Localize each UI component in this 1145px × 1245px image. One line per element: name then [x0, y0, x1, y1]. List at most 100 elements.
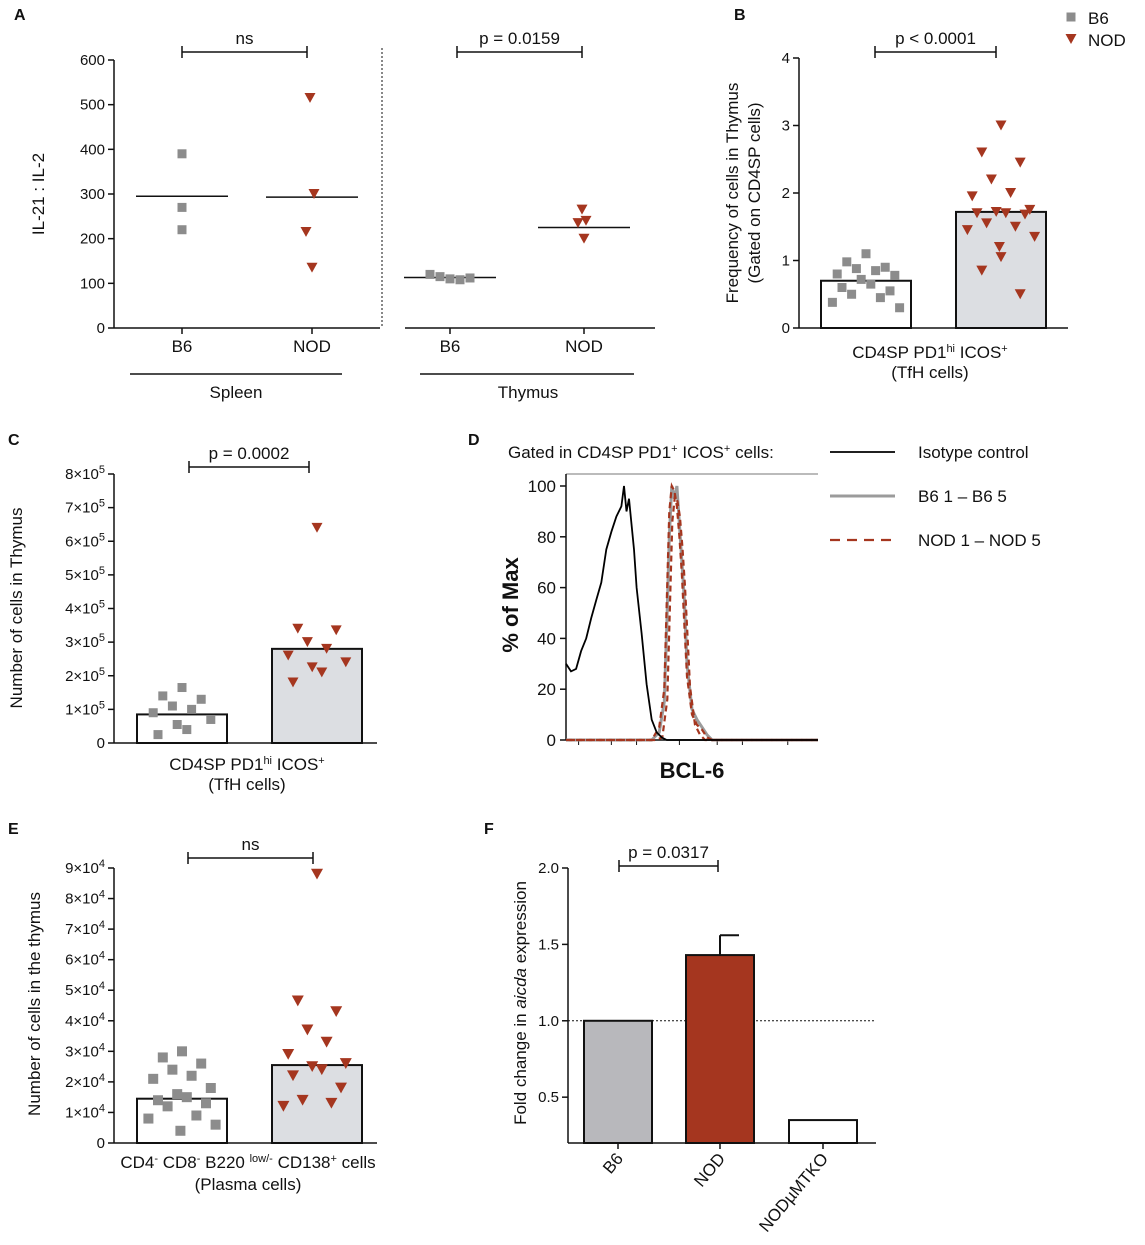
x-axis-label: (TfH cells) — [891, 363, 968, 382]
y-tick-label: 1.0 — [538, 1013, 559, 1030]
y-tick-label: 20 — [537, 680, 556, 699]
data-point — [177, 149, 187, 159]
label-part: CD138 — [278, 1153, 331, 1172]
tissue-label: Thymus — [498, 383, 558, 402]
y-axis-label: Number of cells in the thymus — [25, 892, 44, 1116]
y-tick-label: 2×105 — [65, 666, 105, 685]
data-point — [895, 303, 905, 313]
data-point — [148, 708, 158, 718]
y-tick-label: 60 — [537, 579, 556, 598]
legend-b6-marker — [1066, 12, 1076, 22]
data-point — [300, 227, 312, 237]
label-part: B220 — [205, 1153, 245, 1172]
data-point — [842, 257, 852, 267]
y-tick-label: 300 — [80, 186, 105, 203]
significance-label: p = 0.0159 — [479, 29, 560, 48]
data-point — [177, 225, 187, 235]
data-point — [292, 623, 304, 634]
data-point — [861, 249, 871, 259]
y-tick-label: 4×105 — [65, 599, 105, 618]
y-tick-label: 0 — [97, 320, 105, 337]
y-tick-label: 100 — [80, 275, 105, 292]
data-point — [308, 189, 320, 199]
data-point — [890, 270, 900, 280]
data-point — [148, 1073, 159, 1084]
data-point — [435, 272, 445, 282]
data-point — [157, 1052, 168, 1063]
data-point — [153, 730, 163, 740]
panel-a-chart: A 0 100 200 300 400 500 600 IL-21 : IL-2 B6 NOD B6 N… — [14, 7, 655, 402]
y-tick-label: 1×105 — [65, 699, 105, 718]
data-point — [993, 242, 1005, 252]
superscript: 4 — [99, 1011, 105, 1023]
y-tick-label: 6×105 — [65, 531, 105, 550]
superscript: - — [197, 1153, 201, 1165]
data-point — [201, 1098, 211, 1109]
superscript: 5 — [99, 666, 105, 678]
tissue-label: Spleen — [210, 383, 263, 402]
data-point — [827, 297, 837, 307]
y-tick-label: 200 — [80, 231, 105, 248]
data-point — [287, 677, 299, 688]
y-tick-label: 1.5 — [538, 936, 559, 953]
y-tick-label: 0 — [97, 735, 105, 752]
x-axis-label: CD4SP PD1hi ICOS+ — [169, 755, 324, 774]
data-point — [335, 1082, 347, 1094]
y-tick-label: 3×105 — [65, 632, 105, 651]
data-point — [976, 147, 988, 158]
superscript: 5 — [99, 599, 105, 611]
bar-1 — [685, 954, 755, 1144]
data-point — [177, 202, 187, 212]
data-point — [995, 252, 1007, 263]
superscript: 5 — [99, 498, 105, 510]
y-axis-label: IL-21 : IL-2 — [29, 153, 48, 235]
superscript: 5 — [99, 632, 105, 644]
data-point — [325, 1097, 338, 1109]
panel-e-chart: E01×1042×1043×1044×1045×1046×1047×1048×1… — [8, 821, 377, 1194]
data-point — [576, 204, 588, 215]
data-point — [995, 120, 1007, 131]
legend-label: B6 1 – B6 5 — [918, 487, 1007, 506]
y-tick-label: 7×105 — [65, 498, 105, 517]
y-axis-label: % of Max — [498, 557, 523, 653]
data-point — [330, 1006, 343, 1018]
data-point — [158, 691, 168, 701]
legend-b6-label: B6 — [1088, 9, 1109, 28]
data-point — [301, 637, 313, 648]
y-tick-label: 0 — [547, 731, 556, 750]
series-line-replicate — [569, 492, 821, 742]
x-tick-label: B6 — [599, 1149, 627, 1177]
data-point — [578, 233, 590, 244]
label-part: CD8 — [163, 1153, 197, 1172]
data-point — [320, 1036, 333, 1048]
label-part: 7×10 — [65, 500, 99, 517]
label-part: CD4SP PD1 — [852, 343, 946, 362]
data-point — [306, 262, 318, 273]
data-point — [871, 266, 881, 276]
legend: B6 NOD — [1065, 9, 1126, 50]
data-point — [1009, 221, 1021, 232]
superscript: hi — [263, 755, 272, 767]
panel-letter: C — [8, 432, 20, 449]
superscript: + — [724, 443, 730, 455]
data-point — [961, 225, 973, 236]
panel-letter: D — [468, 432, 480, 449]
label-part: 9×10 — [65, 860, 99, 877]
legend-label: Isotype control — [918, 443, 1029, 462]
data-point — [856, 274, 866, 284]
data-point — [282, 1048, 295, 1060]
significance-label: p = 0.0002 — [209, 444, 290, 463]
label-part: 1×10 — [65, 701, 99, 718]
label-part: 6×10 — [65, 533, 99, 550]
data-point — [205, 1083, 216, 1093]
panel-f-chart: F 0.5 1.0 1.5 2.0 B6 NOD NODµMTKO Fold change in… — [484, 821, 876, 1236]
x-axis-label: CD4SP PD1hi ICOS+ — [852, 343, 1007, 362]
superscript: 4 — [99, 950, 105, 962]
y-axis-label: Frequency of cells in Thymus — [723, 83, 742, 304]
data-point — [445, 274, 455, 284]
label-part: ICOS — [955, 343, 1001, 362]
label-part: 7×10 — [65, 921, 99, 938]
superscript: 4 — [99, 858, 105, 870]
